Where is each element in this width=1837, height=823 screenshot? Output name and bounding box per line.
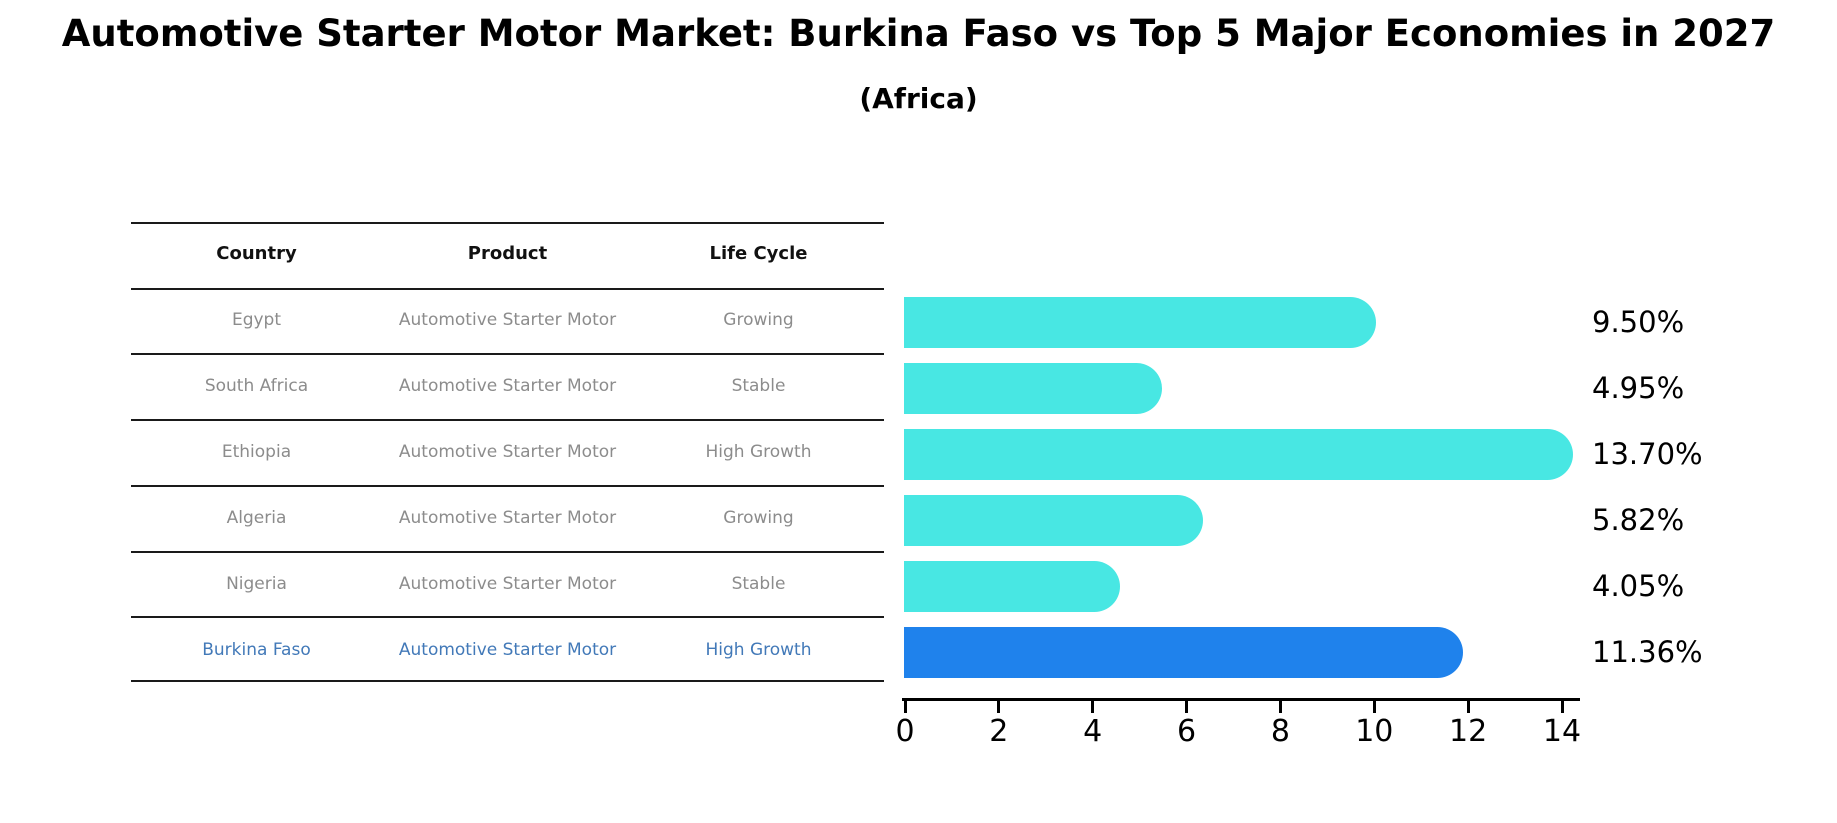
table-row-burkina-faso: Burkina Faso Automotive Starter Motor Hi…	[131, 639, 884, 661]
x-tick-mark	[1466, 701, 1470, 713]
cell-country: Algeria	[226, 508, 287, 528]
x-tick-label: 8	[1270, 714, 1290, 749]
header-country: Country	[216, 243, 297, 264]
x-axis-line	[902, 698, 1580, 701]
x-tick-label: 4	[1083, 714, 1103, 749]
cell-product: Automotive Starter Motor	[398, 574, 617, 594]
comparison-table: Country Product Life Cycle Egypt Automot…	[131, 222, 884, 682]
bar-algeria	[904, 494, 1204, 546]
x-tick-mark	[903, 701, 907, 713]
bar-burkina-faso	[904, 626, 1464, 678]
value-label-ethiopia: 13.70%	[1592, 437, 1703, 471]
cell-life-cycle: High Growth	[705, 640, 812, 660]
chart-subtitle: (Africa)	[859, 82, 978, 115]
table-row-egypt: Egypt Automotive Starter Motor Growing	[131, 309, 884, 331]
cell-life-cycle: High Growth	[705, 442, 812, 462]
x-tick-mark	[1185, 701, 1189, 713]
cell-country: Nigeria	[226, 574, 287, 594]
bar-ethiopia	[904, 428, 1573, 480]
chart-title: Automotive Starter Motor Market: Burkina…	[61, 12, 1776, 55]
x-tick-label: 10	[1355, 714, 1394, 749]
value-label-egypt: 9.50%	[1592, 305, 1685, 339]
cell-country: Burkina Faso	[202, 640, 311, 660]
table-line	[131, 485, 884, 487]
cell-country: Egypt	[231, 310, 282, 330]
table-line	[131, 616, 884, 618]
table-line	[131, 419, 884, 421]
cell-country: South Africa	[204, 376, 309, 396]
table-line	[131, 288, 884, 290]
bar-nigeria	[904, 560, 1121, 612]
value-label-algeria: 5.82%	[1592, 503, 1685, 537]
x-tick-mark	[1372, 701, 1376, 713]
table-row-nigeria: Nigeria Automotive Starter Motor Stable	[131, 573, 884, 595]
header-product: Product	[467, 243, 548, 264]
table-row-south-africa: South Africa Automotive Starter Motor St…	[131, 375, 884, 397]
x-tick-label: 14	[1542, 714, 1582, 749]
value-label-nigeria: 4.05%	[1592, 569, 1685, 603]
table-row-algeria: Algeria Automotive Starter Motor Growing	[131, 507, 884, 529]
value-label-south-africa: 4.95%	[1592, 371, 1685, 405]
cell-product: Automotive Starter Motor	[398, 376, 617, 396]
table-row-ethiopia: Ethiopia Automotive Starter Motor High G…	[131, 441, 884, 463]
bar-plot	[904, 290, 1573, 698]
cell-product: Automotive Starter Motor	[398, 508, 617, 528]
cell-country: Ethiopia	[221, 442, 292, 462]
table-header-row: Country Product Life Cycle	[131, 243, 884, 265]
cell-product: Automotive Starter Motor	[398, 442, 617, 462]
x-tick-mark	[1560, 701, 1564, 713]
table-line	[131, 551, 884, 553]
cell-life-cycle: Growing	[723, 508, 794, 528]
x-tick-mark	[1278, 701, 1282, 713]
x-tick-mark	[997, 701, 1001, 713]
table-line	[131, 222, 884, 224]
x-tick-label: 6	[1177, 714, 1197, 749]
bar-south-africa	[904, 362, 1163, 414]
cell-life-cycle: Stable	[731, 574, 786, 594]
cell-life-cycle: Growing	[723, 310, 794, 330]
cell-product: Automotive Starter Motor	[398, 310, 617, 330]
value-label-burkina-faso: 11.36%	[1592, 635, 1703, 669]
cell-life-cycle: Stable	[731, 376, 786, 396]
x-tick-label: 0	[895, 714, 915, 749]
bar-egypt	[904, 296, 1376, 348]
x-tick-label: 2	[989, 714, 1009, 749]
x-tick-label: 12	[1449, 714, 1488, 749]
header-life-cycle: Life Cycle	[709, 243, 808, 264]
table-line	[131, 680, 884, 682]
table-line	[131, 353, 884, 355]
cell-product: Automotive Starter Motor	[398, 640, 617, 660]
x-tick-mark	[1091, 701, 1095, 713]
